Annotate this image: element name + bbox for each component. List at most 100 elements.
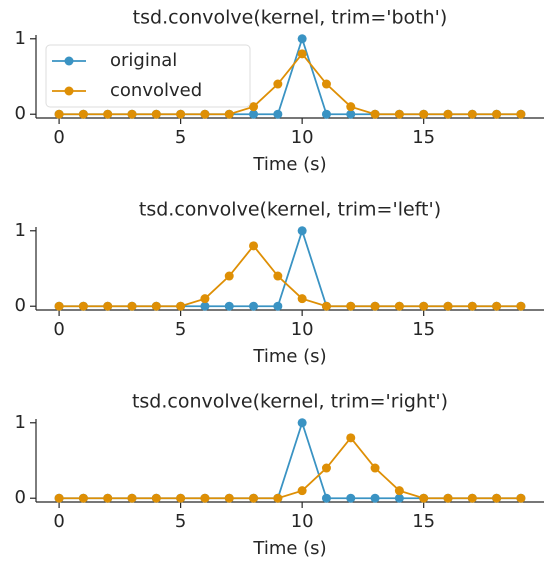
point: [54, 109, 64, 119]
point: [443, 109, 453, 119]
point: [176, 109, 186, 119]
point: [127, 301, 137, 311]
point: [297, 34, 307, 44]
legend-label: original: [110, 50, 177, 71]
point: [370, 109, 380, 119]
point: [492, 109, 502, 119]
point: [346, 301, 356, 311]
legend-marker: [64, 56, 74, 66]
x-tick-label: 0: [53, 511, 64, 532]
point: [224, 301, 234, 311]
point: [297, 49, 307, 59]
point: [249, 109, 259, 119]
point: [297, 486, 307, 496]
point: [321, 301, 331, 311]
point: [273, 109, 283, 119]
point: [346, 102, 356, 112]
point: [492, 493, 502, 503]
point: [78, 109, 88, 119]
point: [297, 418, 307, 428]
y-tick-label: 1: [15, 412, 26, 433]
chart-title: tsd.convolve(kernel, trim='both'): [133, 7, 448, 29]
y-tick-label: 1: [15, 220, 26, 241]
x-tick-label: 5: [175, 319, 186, 340]
point: [249, 493, 259, 503]
legend-marker: [64, 86, 74, 96]
x-tick-label: 0: [53, 127, 64, 148]
point: [224, 109, 234, 119]
point: [346, 433, 356, 443]
point: [443, 301, 453, 311]
point: [370, 463, 380, 473]
point: [78, 301, 88, 311]
series-line: [59, 436, 521, 500]
chart-title: tsd.convolve(kernel, trim='left'): [139, 199, 441, 221]
y-tick-label: 1: [15, 28, 26, 49]
point: [321, 79, 331, 89]
point: [321, 463, 331, 473]
x-tick-label: 5: [175, 127, 186, 148]
point: [273, 301, 283, 311]
x-axis-label: Time (s): [252, 154, 326, 175]
x-tick-label: 5: [175, 511, 186, 532]
point: [346, 109, 356, 119]
point: [370, 493, 380, 503]
point: [176, 301, 186, 311]
x-tick-label: 10: [291, 127, 314, 148]
point: [467, 109, 477, 119]
x-tick-label: 10: [291, 319, 314, 340]
point: [249, 301, 259, 311]
point: [151, 301, 161, 311]
point: [78, 493, 88, 503]
point: [370, 301, 380, 311]
point: [151, 109, 161, 119]
point: [297, 294, 307, 304]
point: [249, 102, 259, 112]
x-tick-label: 0: [53, 319, 64, 340]
point: [151, 493, 161, 503]
series-line: [59, 244, 521, 308]
point: [273, 79, 283, 89]
point: [273, 271, 283, 281]
chart-title: tsd.convolve(kernel, trim='right'): [132, 391, 448, 413]
x-tick-label: 15: [412, 127, 435, 148]
point: [467, 301, 477, 311]
point: [54, 301, 64, 311]
point: [516, 109, 526, 119]
point: [224, 271, 234, 281]
point: [127, 493, 137, 503]
point: [103, 109, 113, 119]
point: [200, 493, 210, 503]
point: [249, 241, 259, 251]
series-line: [59, 227, 521, 308]
point: [419, 109, 429, 119]
point: [297, 226, 307, 236]
point: [394, 493, 404, 503]
point: [516, 301, 526, 311]
point: [54, 493, 64, 503]
series-line: [59, 419, 521, 500]
legend: [45, 44, 251, 108]
point: [346, 493, 356, 503]
point: [127, 109, 137, 119]
point: [394, 109, 404, 119]
x-tick-label: 15: [412, 319, 435, 340]
point: [443, 493, 453, 503]
point: [394, 486, 404, 496]
point: [467, 493, 477, 503]
point: [321, 109, 331, 119]
point: [103, 493, 113, 503]
point: [176, 493, 186, 503]
point: [103, 301, 113, 311]
y-tick-label: 0: [15, 487, 26, 508]
x-axis-label: Time (s): [252, 538, 326, 559]
point: [419, 493, 429, 503]
point: [224, 493, 234, 503]
point: [516, 493, 526, 503]
point: [200, 109, 210, 119]
point: [200, 294, 210, 304]
legend-label: convolved: [110, 80, 202, 101]
point: [394, 301, 404, 311]
point: [200, 301, 210, 311]
